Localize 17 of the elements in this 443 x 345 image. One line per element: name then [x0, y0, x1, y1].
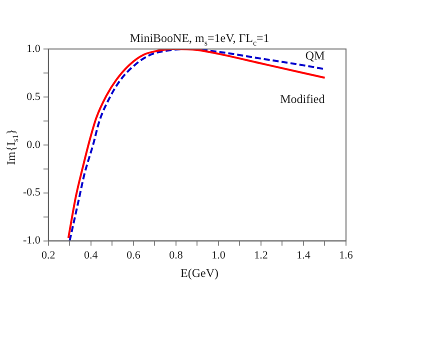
x-tick-label: 0.8 [169, 249, 184, 262]
x-tick-label: 1.0 [212, 249, 226, 262]
y-tick-label: -0.5 [22, 186, 41, 199]
series-label: QM [305, 48, 326, 62]
x-tick-label: 1.6 [339, 249, 354, 262]
y-tick-label: 0.5 [26, 90, 41, 103]
x-tick-label: 0.4 [84, 249, 98, 262]
chart-title: MiniBooNE, m$_{s}$=1eV, ΓL$_{c}$=1 [128, 31, 270, 48]
y-tick-label: -1.0 [22, 234, 41, 247]
x-tick-label: 1.4 [296, 249, 311, 262]
x-tick-label: 0.2 [42, 249, 56, 262]
x-tick-label: 1.2 [254, 249, 268, 262]
y-tick-label: 0.0 [26, 138, 41, 151]
y-tick-label: 1.0 [26, 42, 41, 55]
x-tick-label: 0.6 [126, 249, 141, 262]
series-label: Modified [280, 92, 325, 106]
x-axis-title: E(GeV) [180, 266, 220, 281]
